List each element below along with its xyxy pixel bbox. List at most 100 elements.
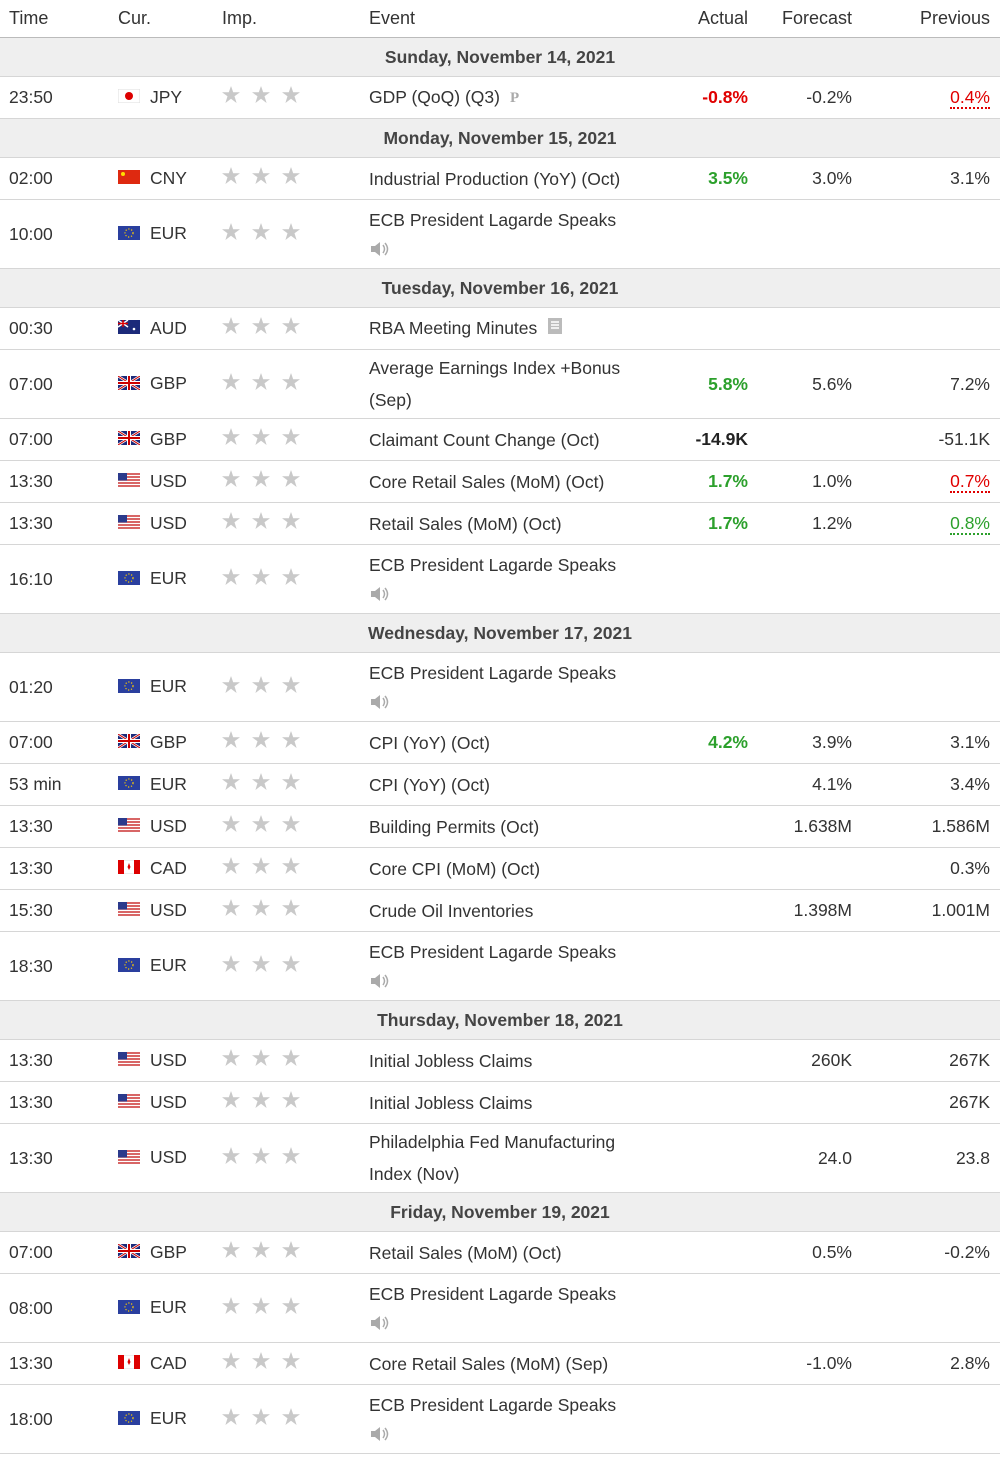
event: ECB President Lagarde Speaks xyxy=(361,1384,661,1454)
col-header: Previous xyxy=(860,0,1000,38)
time: 13:30 xyxy=(0,502,108,545)
event: CPI (YoY) (Oct) xyxy=(361,721,661,764)
currency: GBP xyxy=(108,418,215,461)
previous-value: 0.8% xyxy=(950,513,990,535)
time: 23:50 xyxy=(0,76,108,119)
stars xyxy=(222,1091,300,1108)
actual: 4.2% xyxy=(661,721,748,764)
event-icon[interactable] xyxy=(545,313,565,345)
day-label: Friday, November 19, 2021 xyxy=(0,1192,1000,1232)
stars xyxy=(222,675,300,693)
flag xyxy=(117,87,141,108)
forecast: 5.6% xyxy=(748,349,860,419)
event: Building Permits (Oct) xyxy=(361,805,661,848)
event-row: 13:30 USD Philadelphia Fed Manufacturing I… xyxy=(0,1123,1000,1193)
currency: EUR xyxy=(108,1273,215,1343)
flag xyxy=(118,168,140,189)
currency-code: USD xyxy=(150,815,187,836)
stars xyxy=(222,954,300,972)
stars xyxy=(222,1241,300,1258)
previous-value: -51.1K xyxy=(938,429,990,449)
actual xyxy=(661,1081,748,1124)
previous: 23.8 xyxy=(860,1123,1000,1193)
currency-code: GBP xyxy=(150,731,187,752)
currency-code: GBP xyxy=(150,428,187,449)
event-icon[interactable] xyxy=(369,968,661,996)
previous-value: 0.4% xyxy=(950,87,990,109)
event-name: ECB President Lagarde Speaks xyxy=(369,1284,617,1304)
currency-code: USD xyxy=(150,1091,187,1112)
previous xyxy=(860,199,1000,269)
forecast: 1.0% xyxy=(748,460,860,503)
event-row: 02:00 CNY Industrial Production (YoY) (Oct… xyxy=(0,157,1000,200)
importance xyxy=(215,1231,361,1274)
previous-value: 23.8 xyxy=(955,1147,990,1168)
stars xyxy=(222,857,300,874)
event-icon[interactable] xyxy=(369,236,661,264)
event: ECB President Lagarde Speaks xyxy=(361,544,661,614)
previous xyxy=(860,652,1000,722)
previous xyxy=(860,544,1000,614)
previous-value: 1.001M xyxy=(931,900,990,920)
col-header: Actual xyxy=(661,0,748,38)
event: RBA Meeting Minutes xyxy=(361,307,661,350)
actual: 1.7% xyxy=(661,502,748,545)
event: Crude Oil Inventories xyxy=(361,889,661,932)
event-name: Industrial Production (YoY) (Oct) xyxy=(369,168,621,189)
event: Core CPI (MoM) (Oct) xyxy=(361,847,661,890)
currency: EUR xyxy=(108,199,215,269)
stars xyxy=(222,815,300,832)
forecast: 3.0% xyxy=(748,157,860,200)
day-label: Monday, November 15, 2021 xyxy=(0,118,1000,158)
previous-value: 3.4% xyxy=(950,774,990,794)
stars xyxy=(222,222,300,240)
currency: USD xyxy=(108,460,215,503)
currency-code: USD xyxy=(150,899,187,920)
event-icon[interactable]: P xyxy=(508,82,522,114)
forecast: 1.2% xyxy=(748,502,860,545)
importance xyxy=(215,157,361,200)
stars xyxy=(222,1049,300,1066)
event-name: Claimant Count Change (Oct) xyxy=(369,429,600,450)
forecast xyxy=(748,418,860,461)
previous-value: 267K xyxy=(949,1092,990,1112)
flag xyxy=(118,1092,140,1113)
currency: GBP xyxy=(108,349,215,419)
importance xyxy=(215,1123,361,1193)
flag xyxy=(118,816,140,837)
event-name: Average Earnings Index +Bonus (Sep) xyxy=(369,358,621,410)
event-row: 13:30 CAD Core CPI (MoM) (Oct) 0.3% xyxy=(0,847,1000,890)
event-name: ECB President Lagarde Speaks xyxy=(369,210,617,230)
importance xyxy=(215,847,361,890)
importance xyxy=(215,199,361,269)
forecast: 24.0 xyxy=(748,1123,860,1193)
event-icon[interactable] xyxy=(369,1421,661,1449)
day-label: Thursday, November 18, 2021 xyxy=(0,1000,1000,1040)
importance xyxy=(215,76,361,119)
event-row: 15:30 USD Crude Oil Inventories 1.398M 1.001… xyxy=(0,889,1000,932)
actual xyxy=(661,544,748,614)
previous: 0.7% xyxy=(860,460,1000,503)
event-icon[interactable] xyxy=(369,581,661,609)
previous xyxy=(860,1273,1000,1343)
event-icon[interactable] xyxy=(369,1310,661,1338)
event-icon[interactable] xyxy=(369,689,661,717)
event-row: 07:00 GBP Retail Sales (MoM) (Oct) 0.5% -0.2… xyxy=(0,1231,1000,1274)
flag xyxy=(118,224,140,245)
importance xyxy=(215,460,361,503)
importance xyxy=(215,544,361,614)
previous-value: 0.7% xyxy=(950,471,990,493)
currency: CAD xyxy=(108,1342,215,1385)
day-label: Wednesday, November 17, 2021 xyxy=(0,613,1000,653)
day-label: Tuesday, November 16, 2021 xyxy=(0,268,1000,308)
flag xyxy=(117,732,141,753)
flag xyxy=(117,1353,141,1374)
currency: EUR xyxy=(108,931,215,1001)
currency: AUD xyxy=(108,307,215,350)
event-name: Philadelphia Fed Manufacturing Index (No… xyxy=(369,1132,616,1184)
stars xyxy=(222,167,300,184)
currency-code: GBP xyxy=(150,1241,187,1262)
event: Philadelphia Fed Manufacturing Index (No… xyxy=(361,1123,661,1193)
stars xyxy=(222,317,300,334)
time: 13:30 xyxy=(0,847,108,890)
